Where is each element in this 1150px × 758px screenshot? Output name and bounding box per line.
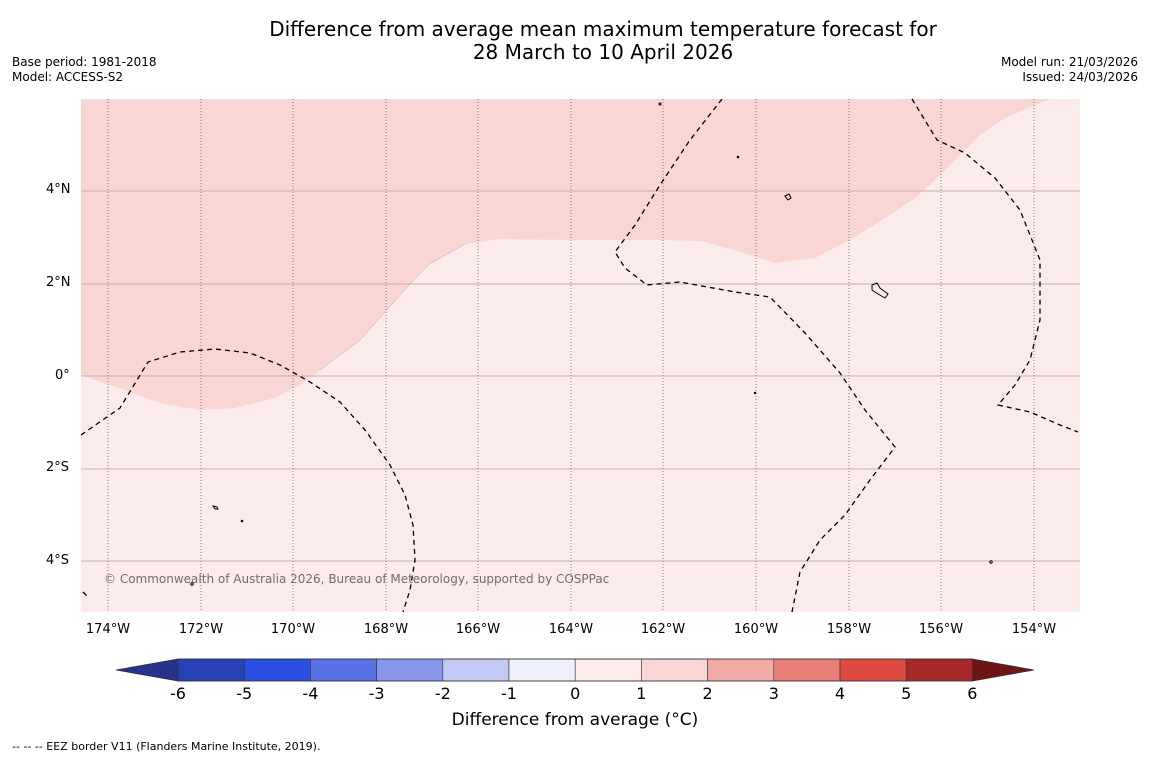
colorbar-tick-label: 2 — [702, 684, 713, 703]
colorbar-tick-label: 1 — [636, 684, 647, 703]
colorbar-swatch — [310, 658, 377, 682]
x-tick-label: 162°W — [640, 622, 686, 637]
colorbar-tick-label: 3 — [768, 684, 779, 703]
title-line-1: Difference from average mean maximum tem… — [269, 17, 937, 41]
colorbar-tick-label: -6 — [170, 684, 186, 703]
anomaly-region-1-2 — [81, 99, 1050, 410]
y-tick-label: 2°N — [46, 275, 71, 290]
x-tick-label: 174°W — [85, 622, 131, 637]
parallels — [81, 190, 1080, 562]
colorbar-tick-label: -3 — [368, 684, 385, 703]
y-tick-label: 4°S — [46, 553, 70, 568]
eez-borders — [80, 98, 1079, 613]
y-tick-label: 2°S — [46, 460, 70, 475]
colorbar-swatch — [508, 658, 576, 682]
x-tick-label: 164°W — [548, 622, 594, 637]
colorbar-swatch — [376, 658, 444, 682]
colorbar-swatch — [574, 658, 642, 682]
x-tick-label: 170°W — [270, 622, 316, 637]
colorbar-swatch — [707, 658, 775, 682]
colorbar-extend-high — [972, 659, 1034, 681]
colorbar-swatch — [773, 658, 841, 682]
colorbar-tick-label: 5 — [901, 684, 912, 703]
x-tick-label: 156°W — [918, 622, 964, 637]
map-title: Difference from average mean maximum tem… — [0, 18, 1150, 64]
issued-date: Issued: 24/03/2026 — [1022, 70, 1138, 84]
colorbar — [115, 658, 1035, 682]
colorbar-tick-label: 0 — [570, 684, 581, 703]
colorbar-swatch — [177, 658, 245, 682]
x-tick-label: 160°W — [733, 622, 779, 637]
colorbar-tick-label: -1 — [501, 684, 517, 703]
metadata-left: Base period: 1981-2018 Model: ACCESS-S2 — [12, 55, 157, 85]
model-run: Model run: 21/03/2026 — [1000, 55, 1138, 69]
x-tick-label: 154°W — [1011, 622, 1057, 637]
colorbar-tick-label: -2 — [434, 684, 451, 703]
title-line-2: 28 March to 10 April 2026 — [472, 40, 734, 64]
x-tick-label: 172°W — [178, 622, 224, 637]
colorbar-title: Difference from average (°C) — [451, 710, 699, 730]
colorbar-swatch — [641, 658, 708, 682]
islands — [190, 102, 993, 586]
x-tick-label: 166°W — [455, 622, 501, 637]
colorbar-tick-label: 6 — [967, 684, 978, 703]
eez-legend: -- -- -- EEZ border V11 (Flanders Marine… — [12, 740, 321, 753]
colorbar-swatch — [442, 658, 510, 682]
colorbar-tick-label: 4 — [834, 684, 846, 703]
y-tick-label: 0° — [55, 368, 70, 383]
colorbar-swatch — [905, 658, 973, 682]
base-period: Base period: 1981-2018 — [12, 55, 157, 69]
x-tick-label: 168°W — [363, 622, 409, 637]
colorbar-extend-low — [116, 659, 178, 681]
colorbar-tick-label: -4 — [302, 684, 319, 703]
x-tick-label: 158°W — [826, 622, 872, 637]
copyright-notice: © Commonwealth of Australia 2026, Bureau… — [104, 572, 610, 586]
metadata-right: Model run: 21/03/2026 Issued: 24/03/2026 — [1001, 55, 1138, 85]
model-name: Model: ACCESS-S2 — [12, 70, 124, 84]
colorbar-tick-label: -5 — [236, 684, 253, 703]
y-tick-label: 4°N — [46, 182, 71, 197]
colorbar-swatch — [839, 658, 907, 682]
colorbar-swatch — [243, 658, 311, 682]
